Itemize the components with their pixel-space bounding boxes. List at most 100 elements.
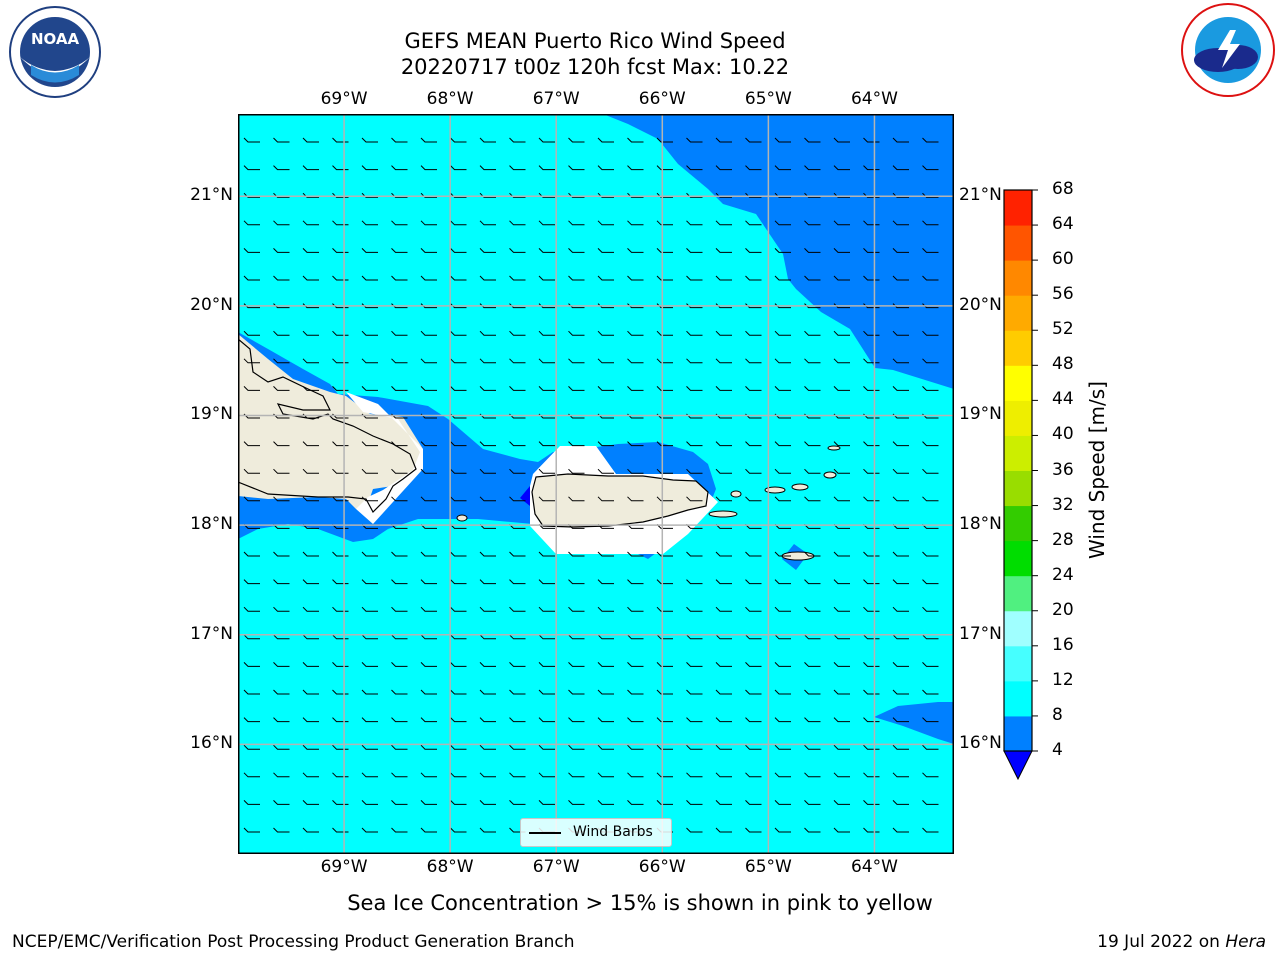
wind-barb xyxy=(863,662,880,667)
wind-barb xyxy=(450,303,467,309)
wind-barb xyxy=(450,634,467,640)
wind-barb xyxy=(243,220,260,226)
wind-barb xyxy=(391,689,408,695)
wind-barb xyxy=(361,192,378,198)
wind-barb xyxy=(686,137,703,143)
wind-barb xyxy=(273,551,290,557)
wind-barb xyxy=(656,662,673,667)
wind-barb xyxy=(538,165,555,171)
wind-barb xyxy=(538,744,555,750)
wind-barb xyxy=(686,303,703,309)
wind-barb xyxy=(745,496,762,502)
wind-barb xyxy=(863,303,880,309)
wind-barb xyxy=(243,689,260,695)
wind-barb xyxy=(804,744,821,750)
wind-barb xyxy=(273,496,290,502)
wind-barb xyxy=(302,551,319,557)
wind-barb xyxy=(509,220,526,226)
wind-barb xyxy=(686,275,703,281)
wind-barb xyxy=(597,275,614,281)
hispaniola-coast xyxy=(238,338,417,513)
wind-barb xyxy=(420,772,437,778)
wind-barb xyxy=(656,220,673,226)
wind-barb xyxy=(391,772,408,778)
wind-barb xyxy=(391,248,408,253)
wind-barb xyxy=(479,192,496,198)
wind-barb xyxy=(863,551,880,557)
wind-barb xyxy=(243,496,260,502)
wind-barb xyxy=(302,717,319,723)
noaa-logo: NOAA xyxy=(9,6,101,98)
data-mask-hispaniola xyxy=(346,392,423,524)
wind-barb xyxy=(833,137,850,143)
footer-date-text: 19 Jul 2022 on xyxy=(1097,932,1226,952)
wind-barb xyxy=(715,827,732,833)
wind-barb xyxy=(509,579,526,585)
colorbar-tick-label: 20 xyxy=(1052,599,1074,620)
wind-barb xyxy=(745,717,762,723)
footer-host: Hera xyxy=(1225,932,1266,952)
wind-barb xyxy=(833,579,850,585)
wind-barb xyxy=(863,634,880,640)
lat-label-right: 17°N xyxy=(959,623,1002,644)
wind-barb xyxy=(568,137,585,143)
wind-barb xyxy=(774,330,791,336)
wind-barb xyxy=(715,441,732,447)
wind-barb xyxy=(273,606,290,612)
wind-barb xyxy=(863,772,880,778)
wind-barb xyxy=(450,579,467,585)
wind-barb xyxy=(420,551,437,557)
wind-barb xyxy=(479,496,496,502)
wind-barb xyxy=(627,330,644,336)
wind-barb xyxy=(774,579,791,585)
footer-credit: NCEP/EMC/Verification Post Processing Pr… xyxy=(12,932,575,952)
wind-barb xyxy=(715,386,732,391)
wind-barb xyxy=(479,579,496,585)
wind-barb xyxy=(479,468,496,474)
wind-barb xyxy=(656,468,673,474)
wind-barb xyxy=(479,358,496,364)
wind-barb xyxy=(420,165,437,171)
lon-label-top: 67°W xyxy=(532,89,580,109)
wind-barb xyxy=(804,248,821,253)
wind-barb xyxy=(479,717,496,723)
wind-barb xyxy=(774,772,791,778)
wind-barb xyxy=(656,441,673,447)
lon-label-bottom: 65°W xyxy=(744,857,792,877)
wind-barb xyxy=(922,634,939,640)
wind-barb xyxy=(804,717,821,723)
wind-barb xyxy=(833,192,850,198)
wind-barb xyxy=(922,827,939,833)
wind-barb xyxy=(302,192,319,198)
wind-barb xyxy=(715,275,732,281)
wind-barb xyxy=(833,330,850,336)
wind-barb xyxy=(302,386,319,391)
wind-barb xyxy=(243,800,260,805)
wind-barb xyxy=(627,744,644,750)
wind-barb xyxy=(774,468,791,474)
wind-barb xyxy=(391,662,408,667)
wind-barb xyxy=(597,689,614,695)
wind-barb xyxy=(597,192,614,198)
wind-barb xyxy=(833,662,850,667)
colorbar xyxy=(1003,189,1038,781)
wind-barb xyxy=(715,330,732,336)
wind-barb xyxy=(273,441,290,447)
wind-barb xyxy=(509,634,526,640)
wind-barb xyxy=(361,275,378,281)
wind-barb xyxy=(656,165,673,171)
lat-label-right: 16°N xyxy=(959,733,1002,754)
wind-barb xyxy=(686,827,703,833)
wind-barb xyxy=(568,330,585,336)
wind-barb xyxy=(804,662,821,667)
wind-barb xyxy=(391,275,408,281)
wind-barb xyxy=(686,800,703,805)
wind-barb xyxy=(745,827,762,833)
wind-barb xyxy=(361,551,378,557)
wind-barb xyxy=(420,220,437,226)
wind-barb xyxy=(833,496,850,502)
wind-barb xyxy=(273,165,290,171)
wind-barb xyxy=(745,634,762,640)
wind-barb xyxy=(774,744,791,750)
wind-barb xyxy=(715,220,732,226)
